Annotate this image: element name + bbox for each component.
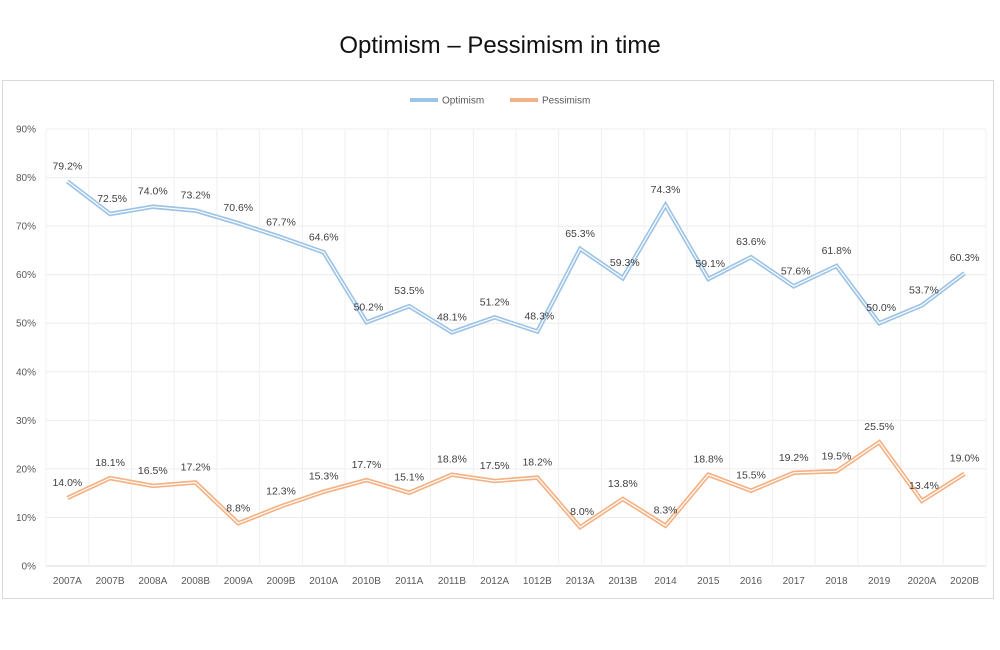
x-tick-label: 2015 [697,576,720,587]
data-label-pessimism: 17.7% [352,459,382,471]
x-axis: 2007A 2007B 2008A 2008B 2009A 2009B 2010A 2010B… [53,576,980,587]
y-tick-label: 20% [16,464,36,475]
x-tick-label: 2010B [352,576,381,587]
data-label-pessimism: 8.3% [654,505,678,517]
data-label-optimism: 63.6% [736,236,766,248]
x-tick-label: 2007B [96,576,125,587]
data-label-optimism: 59.1% [695,258,725,270]
x-tick-label: 2020A [907,576,936,587]
data-label-pessimism: 18.2% [522,457,552,469]
data-label-optimism: 60.3% [950,252,980,264]
gridlines [45,128,987,567]
data-label-pessimism: 19.0% [950,453,980,465]
x-tick-label: 2020B [950,576,979,587]
data-label-pessimism: 12.3% [266,485,296,497]
y-tick-label: 90% [16,125,36,136]
data-label-optimism: 50.0% [866,302,896,314]
data-label-optimism: 70.6% [223,202,253,214]
data-label-optimism: 57.6% [781,265,811,277]
data-label-pessimism: 15.5% [736,470,766,482]
data-label-optimism: 48.1% [437,311,467,323]
y-axis: 0% 10% 20% 30% 40% 50% 60% 70% 80% 90% [16,125,36,573]
x-tick-label: 2009B [267,576,296,587]
data-label-optimism: 61.8% [822,245,852,257]
x-tick-label: 2009A [224,576,253,587]
data-label-optimism: 74.3% [651,184,681,196]
data-label-pessimism: 16.5% [138,465,168,477]
x-tick-label: 2010A [309,576,338,587]
series-lines [66,179,966,531]
x-tick-label: 2011A [395,576,424,587]
x-tick-label: 2007A [53,576,82,587]
x-tick-label: 2018 [825,576,848,587]
x-tick-label: 2011B [438,576,467,587]
x-tick-label: 2017 [783,576,806,587]
data-label-pessimism: 17.2% [181,461,211,473]
x-tick-label: 2012A [480,576,509,587]
data-label-pessimism: 19.2% [779,452,809,464]
x-tick-label: 1012B [523,576,552,587]
x-tick-label: 2008A [138,576,167,587]
y-tick-label: 40% [16,367,36,378]
series-line-pessimism [67,441,965,528]
data-label-optimism: 59.3% [610,257,640,269]
data-label-optimism: 48.3% [524,310,554,322]
legend-label-optimism: Optimism [442,96,484,107]
data-label-optimism: 74.0% [138,186,168,198]
legend: Optimism Pessimism [410,96,590,107]
chart-title: Optimism – Pessimism in time [339,32,661,59]
data-label-pessimism: 15.1% [394,472,424,484]
data-label-optimism: 79.2% [52,160,82,172]
data-label-pessimism: 18.8% [437,454,467,466]
y-tick-label: 10% [16,513,36,524]
x-tick-label: 2016 [740,576,763,587]
y-tick-label: 0% [22,562,37,573]
data-label-pessimism: 13.4% [909,480,939,492]
data-label-optimism: 64.6% [309,231,339,243]
data-label-pessimism: 8.0% [570,506,594,518]
data-label-optimism: 51.2% [480,296,510,308]
data-label-pessimism: 15.3% [309,471,339,483]
data-label-pessimism: 19.5% [822,450,852,462]
x-tick-label: 2013B [608,576,637,587]
y-tick-label: 50% [16,319,36,330]
data-label-pessimism: 25.5% [864,421,894,433]
data-labels: 79.2% 72.5% 74.0% 73.2% 70.6% 67.7% 64.6% 50.2%… [52,160,979,518]
data-label-optimism: 50.2% [354,301,384,313]
data-label-pessimism: 8.8% [226,502,250,514]
y-tick-label: 30% [16,416,36,427]
y-tick-label: 70% [16,222,36,233]
x-tick-label: 2019 [868,576,891,587]
data-label-optimism: 53.7% [909,284,939,296]
data-label-pessimism: 13.8% [608,478,638,490]
data-label-pessimism: 18.8% [693,454,723,466]
chart-frame [2,80,994,599]
data-label-pessimism: 18.1% [95,457,125,469]
data-label-optimism: 73.2% [181,190,211,202]
data-label-optimism: 65.3% [565,228,595,240]
data-label-pessimism: 17.5% [480,460,510,472]
x-tick-label: 2014 [654,576,677,587]
series-line-optimism [67,180,965,334]
legend-label-pessimism: Pessimism [542,96,590,107]
y-tick-label: 60% [16,270,36,281]
data-label-optimism: 72.5% [97,193,127,205]
data-label-optimism: 67.7% [266,216,296,228]
data-label-optimism: 53.5% [394,285,424,297]
y-tick-label: 80% [16,173,36,184]
x-tick-label: 2008B [181,576,210,587]
data-label-pessimism: 14.0% [52,477,82,489]
x-tick-label: 2013A [566,576,595,587]
